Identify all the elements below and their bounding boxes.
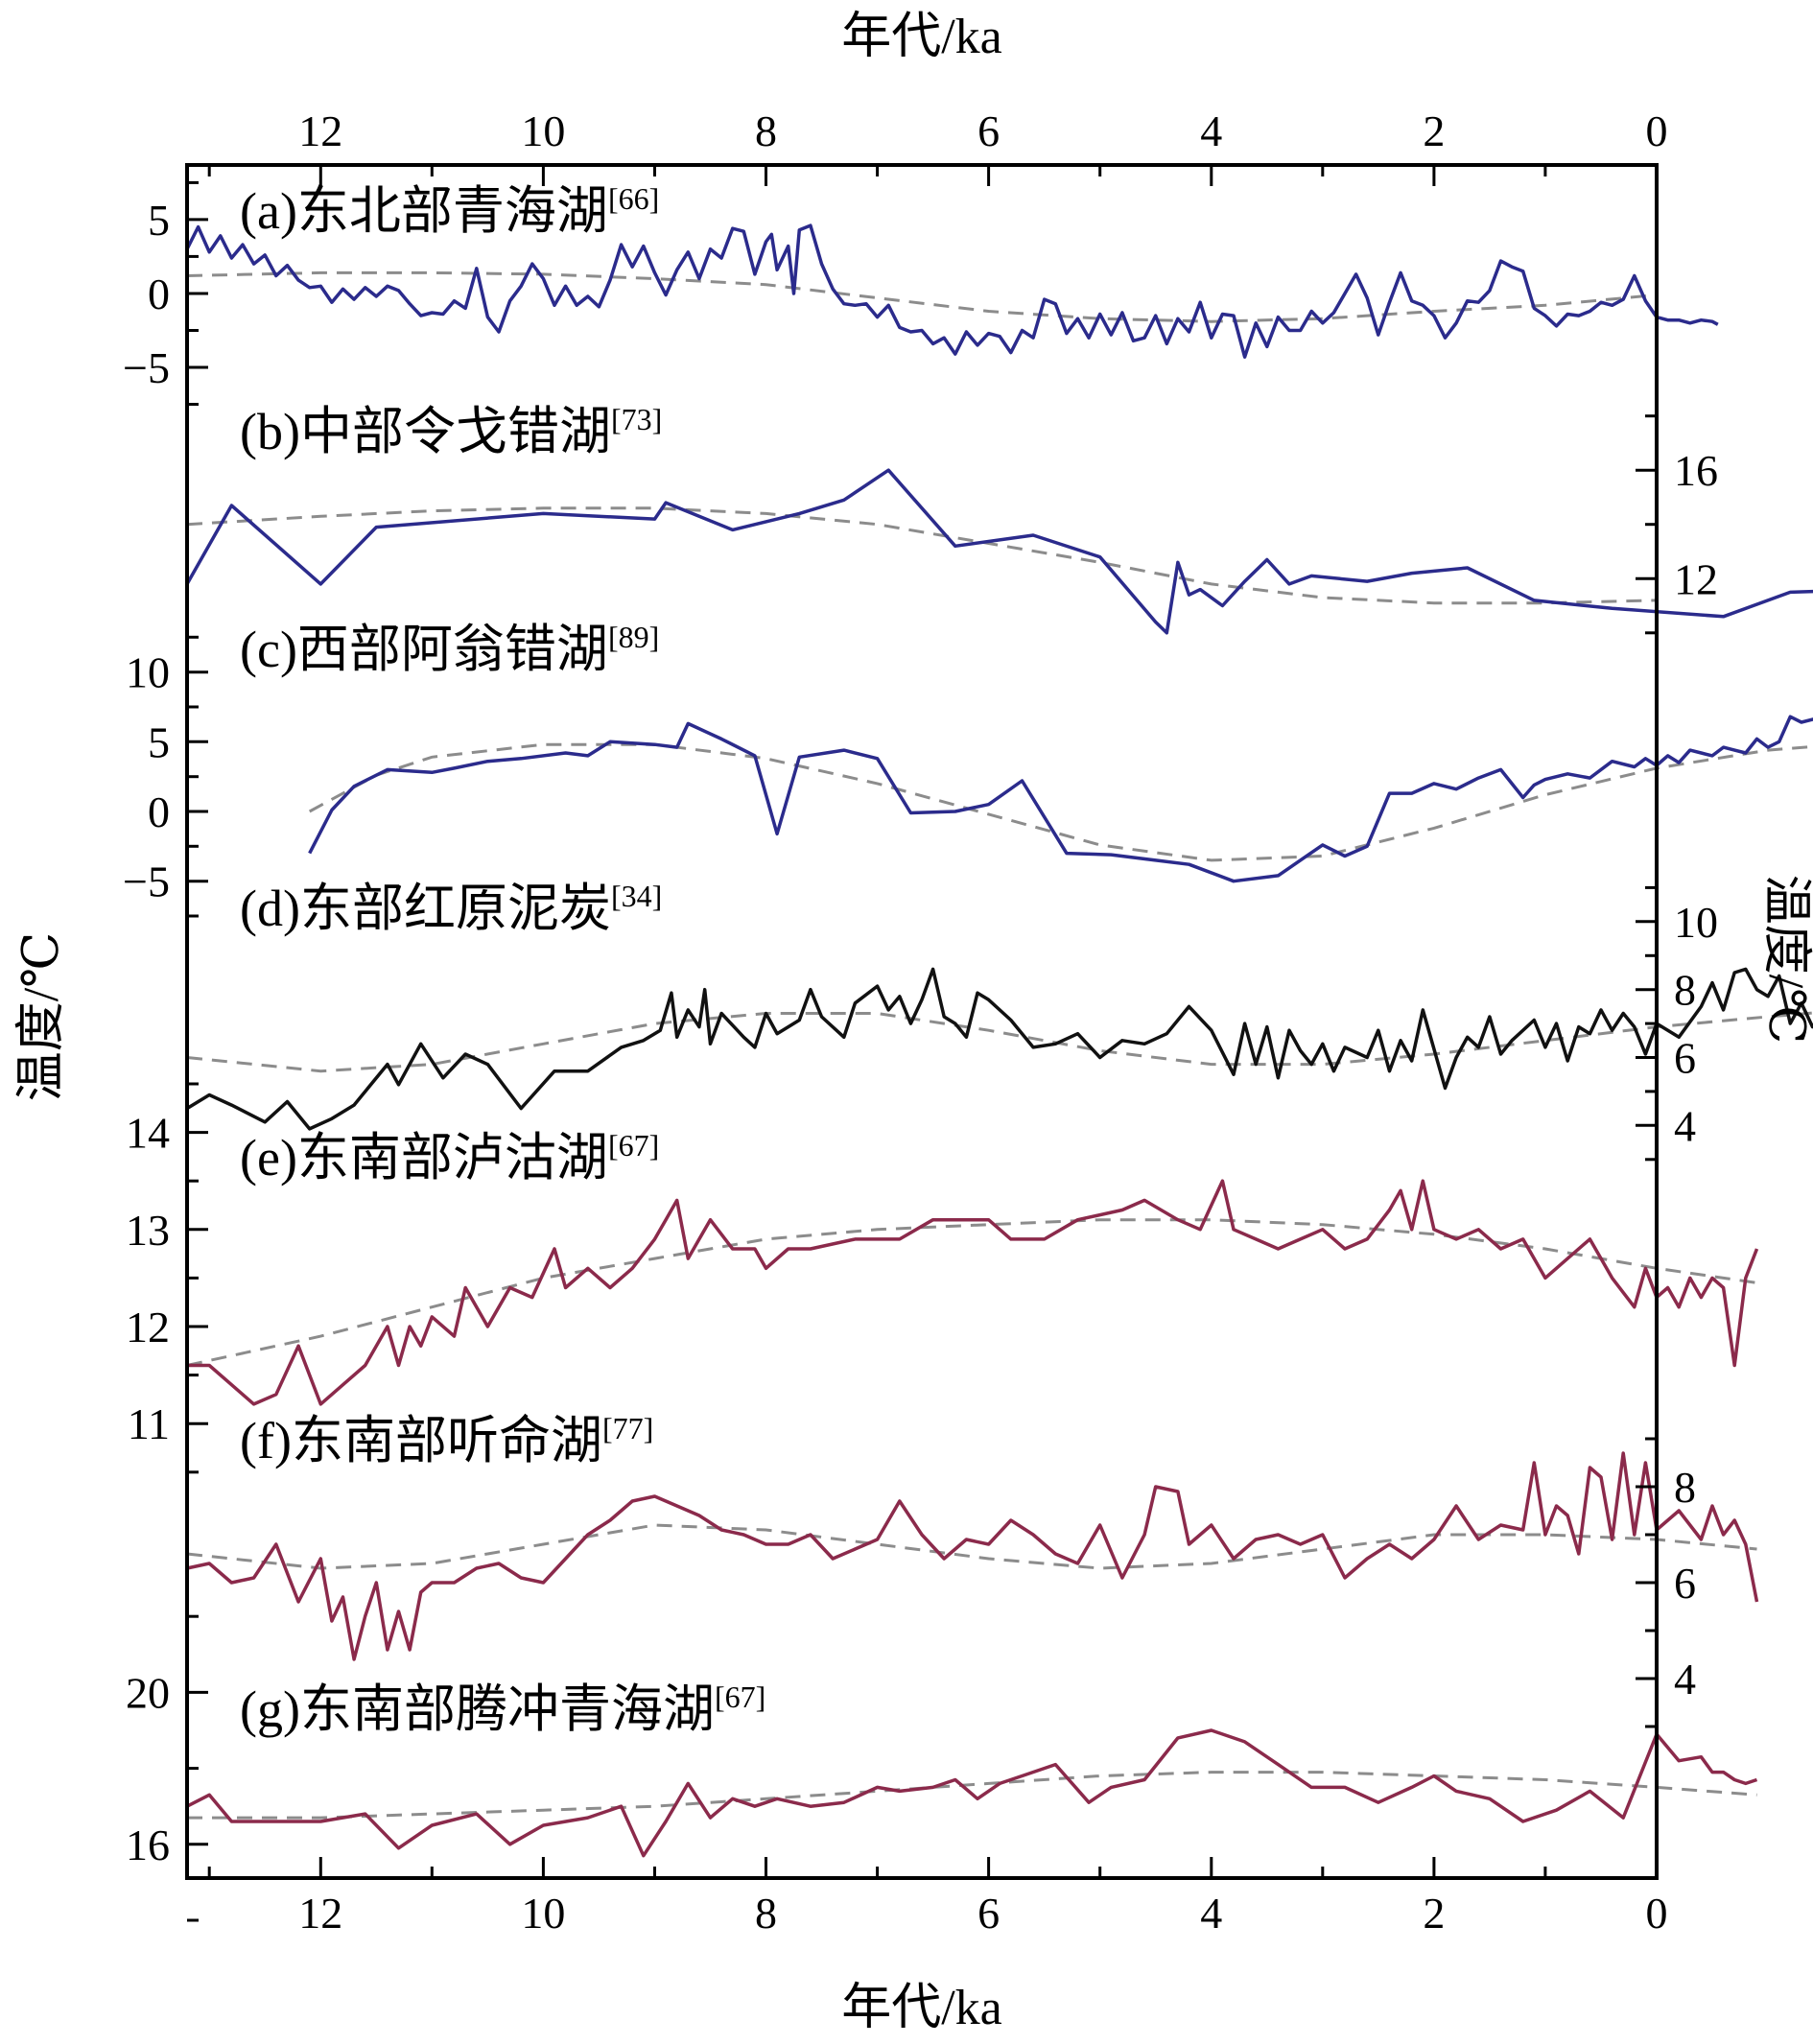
trend-line-d: [186, 1011, 1813, 1073]
x-tick-label-top: 4: [1200, 106, 1222, 155]
y-axis-title-left: 温度/℃: [14, 932, 69, 1102]
panel-reference-e: [67]: [608, 1128, 659, 1163]
chart-panels: 50−5(a)东北部青海湖[66]1612(b)中部令戈错湖[73]1050−5…: [123, 180, 1813, 1922]
x-tick-label-bottom: 2: [1423, 1889, 1445, 1938]
y-tick-label-a: 5: [148, 196, 170, 245]
y-tick-label-d: 6: [1674, 1034, 1696, 1083]
panel-label-g: (g)东南部腾冲青海湖[67]: [240, 1680, 765, 1738]
series-line-d: [186, 967, 1813, 1131]
panel-label-c: (c)西部阿翁错湖[89]: [240, 620, 659, 678]
panel-f: 8 6 4 (f)东南部听命湖[77]: [186, 1411, 1759, 1728]
y-tick-label-b: 16: [1674, 446, 1718, 495]
x-axes: 12 12 10 10 8 8 6 6 4 4 2 2 0 0: [207, 106, 1668, 1938]
y-tick-label-g: 16: [126, 1821, 170, 1869]
y-axis-c: 10 5 0 −5: [123, 635, 208, 918]
series-line-f: [186, 1451, 1759, 1661]
series-line-e: [187, 1179, 1759, 1406]
panel-label-e: (e)东南部泸沽湖[67]: [240, 1128, 659, 1186]
x-tick-label-bottom: 0: [1646, 1889, 1668, 1938]
panel-reference-d: [34]: [611, 879, 662, 913]
y-tick-label-a: 0: [148, 270, 170, 318]
y-tick-label-b: 12: [1674, 554, 1718, 603]
y-tick-label-e: 12: [126, 1303, 170, 1351]
y-tick-label-f: 4: [1674, 1655, 1696, 1703]
y-tick-label-c: −5: [123, 858, 170, 906]
y-axis-d: 10 8 6 4: [1636, 885, 1718, 1162]
panel-reference-b: [73]: [611, 402, 662, 436]
trend-line-g: [187, 1771, 1757, 1820]
y-tick-label-c: 0: [148, 787, 170, 836]
panel-label-f: (f)东南部听命湖[77]: [240, 1411, 653, 1469]
panel-label-d: (d)东部红原泥炭[34]: [240, 879, 662, 937]
trend-line-a: [186, 270, 1658, 323]
y-tick-label-d: 8: [1674, 966, 1696, 1015]
y-tick-label-e: 11: [128, 1399, 170, 1448]
y-tick-label-f: 8: [1674, 1463, 1696, 1512]
x-tick-label-bottom: 10: [521, 1889, 565, 1938]
plot-border: [185, 163, 1659, 1880]
panel-a: 5 0 −5 (a)东北部青海湖[66]: [123, 180, 1719, 406]
plot-frame: [185, 163, 1659, 1880]
y-tick-label-c: 5: [148, 717, 170, 766]
y-tick-label-f: 6: [1674, 1559, 1696, 1608]
x-axis-title-top: 年代/ka: [841, 10, 1002, 64]
panel-label-a: (a)东北部青海湖[66]: [240, 181, 659, 240]
panel-reference-a: [66]: [608, 181, 659, 216]
x-tick-label-bottom: 4: [1200, 1889, 1222, 1938]
y-tick-label-d: 10: [1674, 898, 1718, 947]
x-tick-label-top: 0: [1646, 106, 1668, 155]
x-axis-title-bottom: 年代/ka: [841, 1981, 1002, 2035]
y-axis-e: 14 13 12 11: [126, 1082, 208, 1474]
y-tick-label-d: 4: [1674, 1101, 1696, 1150]
panel-reference-c: [89]: [608, 620, 659, 654]
y-axis-a: 5 0 −5: [123, 180, 208, 406]
x-tick-label-top: 12: [298, 106, 342, 155]
x-tick-label-top: 10: [521, 106, 565, 155]
y-axis-f: 8 6 4: [1636, 1437, 1696, 1728]
trend-line-f: [186, 1523, 1757, 1570]
series-line-b: [185, 468, 1813, 635]
series-line-c: [308, 715, 1813, 883]
y-tick-label-e: 13: [126, 1206, 170, 1255]
x-tick-label-bottom: 6: [977, 1889, 1000, 1938]
y-tick-label-a: −5: [123, 343, 170, 392]
panel-label-b: (b)中部令戈错湖[73]: [240, 402, 662, 460]
trend-line-b: [186, 506, 1658, 605]
panel-reference-g: [67]: [715, 1680, 765, 1714]
y-tick-label-c: 10: [126, 648, 170, 697]
x-tick-label-bottom: 12: [298, 1889, 342, 1938]
x-tick-label-top: 8: [755, 106, 777, 155]
x-tick-label-bottom: 8: [755, 1889, 777, 1938]
panel-reference-f: [77]: [602, 1411, 653, 1445]
y-axis-title-right: 温度/℃: [1758, 875, 1813, 1045]
panel-c: 10 5 0 −5 (c)西部阿翁错湖[89]: [123, 620, 1813, 918]
series-line-g: [186, 1728, 1758, 1858]
y-tick-label-e: 14: [126, 1109, 170, 1158]
panel-d: 10 8 6 4 (d)东部红原泥炭[34]: [186, 879, 1813, 1162]
series-line-a: [185, 223, 1719, 359]
panel-e: 14 13 12 11 (e)东南部泸沽湖[67]: [126, 1082, 1759, 1474]
y-tick-label-g: 20: [126, 1668, 170, 1717]
x-tick-label-top: 6: [977, 106, 1000, 155]
x-tick-label-top: 2: [1423, 106, 1445, 155]
trend-line-c: [308, 742, 1813, 862]
